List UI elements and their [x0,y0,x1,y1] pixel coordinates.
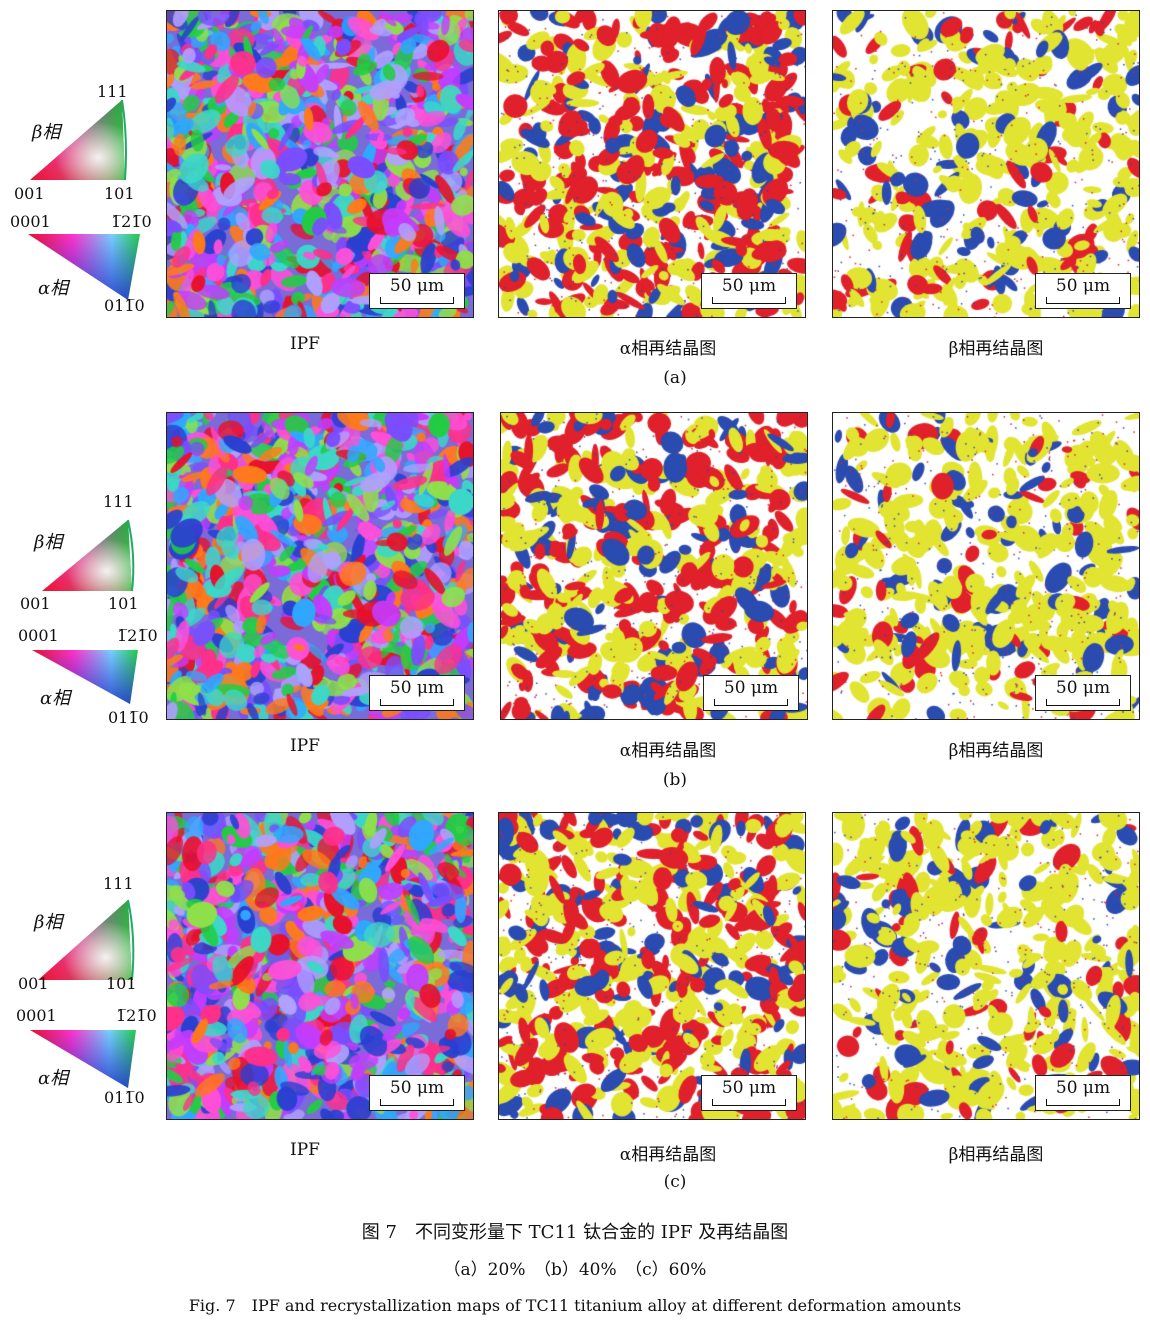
beta-recrystallization-image [833,813,1139,1119]
scale-bar: 50 μm [701,1075,797,1111]
ipf-map-image [167,813,473,1119]
panel-caption-ipf: IPF [290,1140,320,1160]
panel-caption-alpha: α相再结晶图 [619,741,717,761]
panel-caption-beta: β相再结晶图 [948,339,1044,359]
panel-caption-beta: β相再结晶图 [948,741,1044,761]
alpha-corner-0001: 0001 [18,626,59,645]
ipf-color-key-icon [32,519,138,704]
beta-recrystallization-panel: 50 μm [832,812,1140,1120]
scale-bar-label: 50 μm [389,678,445,698]
figure-row-a: 111 β相 001 101 0001 1̅21̅0 α相 011̅0 50 μ… [0,8,1150,398]
panel-caption-ipf: IPF [290,334,320,354]
beta-corner-111: 111 [97,82,128,101]
figure-subcaption-cn: （a）20% （b）40% （c）60% [443,1260,707,1280]
alpha-phase-label: α相 [40,688,71,709]
beta-corner-001: 001 [14,184,45,203]
alpha-recrystallization-image [501,413,807,719]
beta-phase-label: β相 [32,122,61,143]
scale-bar: 50 μm [1035,675,1131,711]
beta-phase-label: β相 [34,532,63,553]
ipf-map-panel: 50 μm [166,412,474,720]
ipf-map-panel: 50 μm [166,10,474,318]
figure-row-b: 111 β相 001 101 0001 1̅21̅0 α相 011̅0 50 μ… [0,408,1150,798]
alpha-recrystallization-panel: 50 μm [498,812,806,1120]
ipf-map-panel: 50 μm [166,812,474,1120]
ipf-legend: 111 β相 001 101 0001 1̅21̅0 α相 011̅0 [0,8,170,338]
scale-bar-label: 50 μm [1055,1078,1111,1098]
beta-corner-111: 111 [103,492,134,511]
alpha-corner-0001: 0001 [16,1006,57,1025]
beta-corner-101: 101 [108,594,139,613]
alpha-corner-0110: 011̅0 [104,296,145,315]
figure-row-c: 111 β相 001 101 0001 1̅21̅0 α相 011̅0 50 μ… [0,808,1150,1198]
alpha-recrystallization-panel: 50 μm [498,10,806,318]
figure-caption-cn: 图 7 不同变形量下 TC11 钛合金的 IPF 及再结晶图 [361,1222,789,1243]
beta-corner-101: 101 [104,184,135,203]
ipf-color-key-icon [30,899,136,1088]
ipf-map-image [167,11,473,317]
scale-bar: 50 μm [369,675,465,711]
scale-bar-label: 50 μm [721,1078,777,1098]
scale-bar: 50 μm [1035,1075,1131,1111]
alpha-phase-label: α相 [38,278,69,299]
scale-bar: 50 μm [703,675,799,711]
scale-bar: 50 μm [701,273,797,309]
scale-bar-label: 50 μm [389,1078,445,1098]
scale-bar: 50 μm [1035,273,1131,309]
beta-corner-101: 101 [106,974,137,993]
scale-bar-label: 50 μm [1055,678,1111,698]
scale-bar-label: 50 μm [1055,276,1111,296]
scale-bar-label: 50 μm [721,276,777,296]
alpha-corner-1210: 1̅21̅0 [117,626,158,645]
row-label: (a) [663,368,687,388]
scale-bar-label: 50 μm [389,276,445,296]
ipf-map-image [167,413,473,719]
panel-caption-ipf: IPF [290,736,320,756]
beta-recrystallization-panel: 50 μm [832,412,1140,720]
ipf-legend: 111 β相 001 101 0001 1̅21̅0 α相 011̅0 [0,808,170,1138]
row-label: (b) [662,770,688,790]
scale-bar: 50 μm [369,273,465,309]
alpha-recrystallization-image [499,813,805,1119]
alpha-recrystallization-image [499,11,805,317]
beta-recrystallization-image [833,413,1139,719]
panel-caption-alpha: α相再结晶图 [619,1145,717,1165]
row-label: (c) [663,1172,687,1192]
beta-corner-111: 111 [103,874,134,893]
beta-corner-001: 001 [18,974,49,993]
ipf-legend: 111 β相 001 101 0001 1̅21̅0 α相 011̅0 [0,408,170,738]
alpha-corner-0001: 0001 [10,212,51,231]
ipf-color-key-icon [28,99,140,300]
scale-bar: 50 μm [369,1075,465,1111]
alpha-phase-label: α相 [38,1068,69,1089]
beta-recrystallization-panel: 50 μm [832,10,1140,318]
alpha-corner-0110: 011̅0 [108,708,149,727]
alpha-corner-1210: 1̅21̅0 [116,1006,157,1025]
beta-recrystallization-image [833,11,1139,317]
figure-caption-en: Fig. 7 IPF and recrystallization maps of… [188,1296,962,1315]
panel-caption-alpha: α相再结晶图 [619,339,717,359]
alpha-corner-1210: 1̅21̅0 [111,212,152,231]
alpha-recrystallization-panel: 50 μm [500,412,808,720]
scale-bar-label: 50 μm [723,678,779,698]
beta-corner-001: 001 [20,594,51,613]
alpha-corner-0110: 011̅0 [104,1088,145,1107]
beta-phase-label: β相 [34,912,63,933]
panel-caption-beta: β相再结晶图 [948,1145,1044,1165]
